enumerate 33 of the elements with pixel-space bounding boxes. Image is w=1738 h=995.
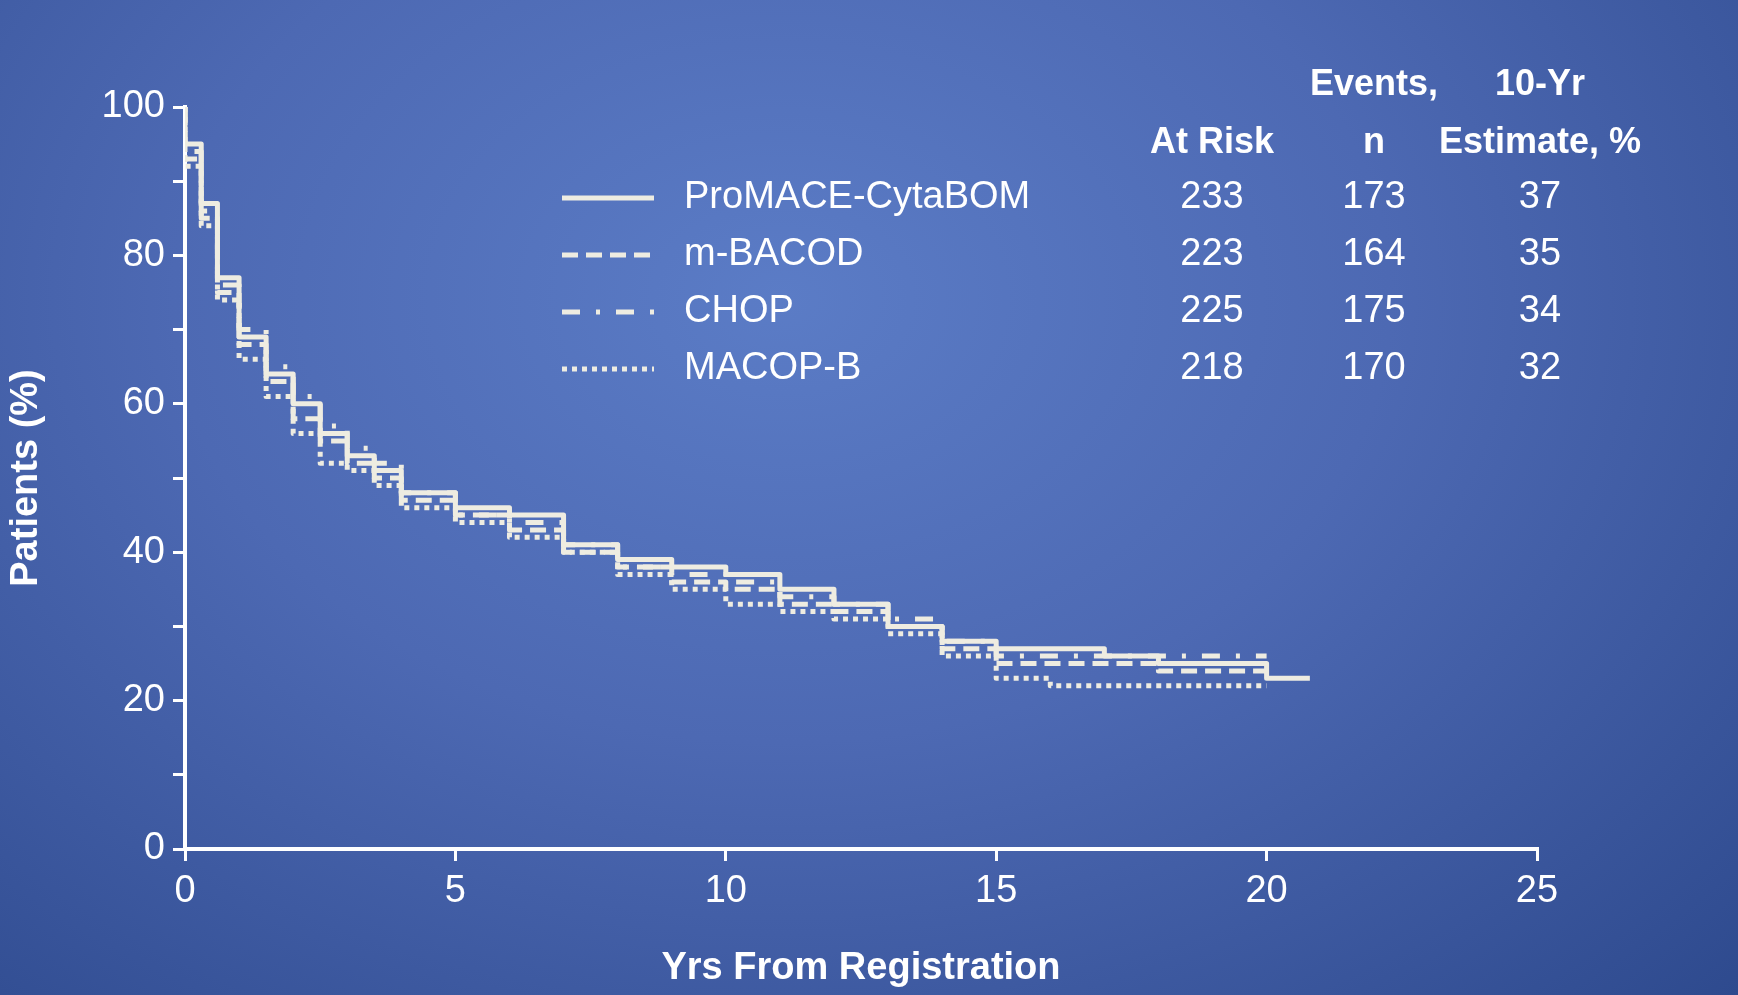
annotation: Events, n [1309,61,1439,161]
x-tick-label: 5 [444,868,466,911]
annotation: 175 [1342,288,1406,331]
annotation: 170 [1342,345,1406,388]
legend-label: ProMACE-CytaBOM [684,174,1031,217]
x-tick-label: 20 [1245,868,1288,911]
annotation: 37 [1518,174,1562,217]
annotation: 225 [1180,288,1244,331]
y-tick-label: 0 [143,825,165,868]
y-axis-title: Patients (%) [3,369,46,587]
y-tick-label: 40 [122,528,165,571]
x-axis-title: Yrs From Registration [661,944,1061,987]
x-tick-label: 10 [704,868,747,911]
y-tick-label: 100 [101,83,165,126]
annotation: At Risk [1149,119,1275,161]
annotation: 32 [1518,345,1562,388]
y-tick-label: 20 [122,677,165,720]
annotation: 223 [1180,231,1244,274]
y-tick-label: 60 [122,380,165,423]
x-tick-label: 0 [174,868,196,911]
x-tick-label: 15 [975,868,1018,911]
y-tick-label: 80 [122,231,165,274]
legend-label: m-BACOD [684,231,864,274]
x-tick-label: 25 [1515,868,1559,911]
annotation: 233 [1180,174,1244,217]
annotation: 218 [1180,345,1244,388]
legend-label: MACOP-B [684,345,862,388]
legend-label: CHOP [684,288,794,331]
annotation: 10-Yr Estimate, % [1438,61,1642,161]
annotation: 34 [1518,288,1562,331]
annotation: 173 [1342,174,1406,217]
annotation: 164 [1342,231,1406,274]
annotation: 35 [1518,231,1562,274]
